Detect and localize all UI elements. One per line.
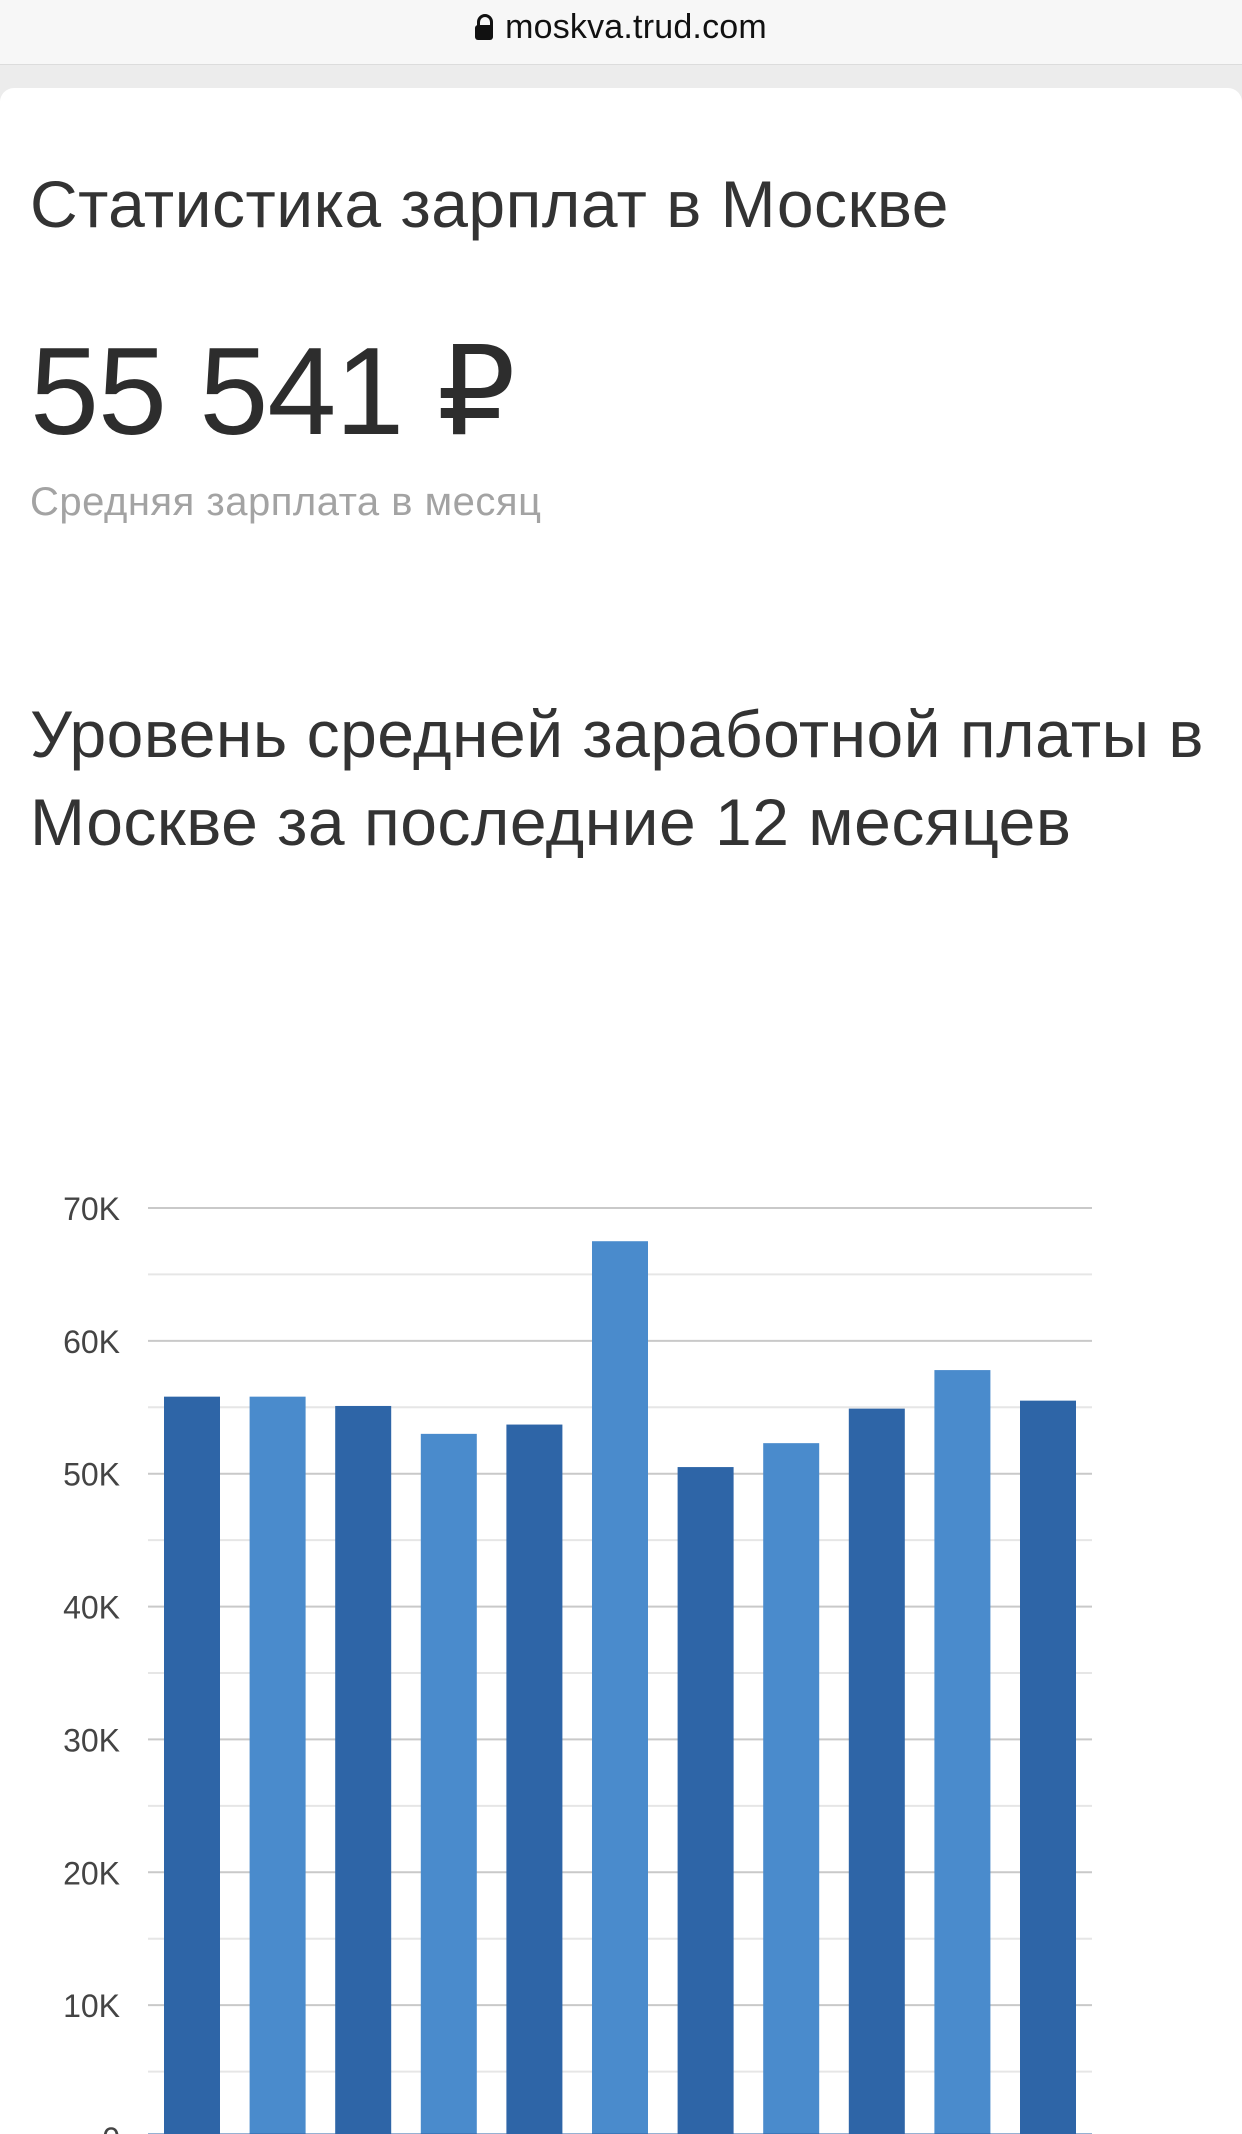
bar-11[interactable]: [1020, 1400, 1076, 2134]
browser-address-bar[interactable]: moskva.trud.com: [0, 0, 1242, 65]
average-salary-value: 55 541 ₽: [30, 323, 516, 461]
bar-6[interactable]: [592, 1241, 648, 2134]
page-title: Статистика зарплат в Москве: [30, 167, 949, 241]
y-tick-label-4: 40K: [63, 1590, 120, 1626]
bar-4[interactable]: [420, 1433, 477, 2134]
y-tick-label-0: 0: [102, 2121, 120, 2134]
bar-3[interactable]: [335, 1405, 392, 2134]
bar-10[interactable]: [934, 1370, 991, 2134]
bar-1[interactable]: [164, 1396, 220, 2134]
bar-7[interactable]: [677, 1467, 734, 2134]
y-tick-label-2: 20K: [63, 1855, 120, 1891]
y-tick-label-7: 70K: [63, 1191, 120, 1227]
bar-2[interactable]: [249, 1396, 306, 2134]
salary-chart: 0 10K 20K 30K 40K 50K 60K 70K: [0, 1100, 1242, 2134]
chart-section-title: Уровень средней заработной платы в Москв…: [30, 697, 1204, 859]
url-text[interactable]: moskva.trud.com: [505, 7, 767, 46]
average-salary-caption: Средняя зарплата в месяц: [30, 480, 542, 524]
bar-5[interactable]: [506, 1424, 563, 2134]
y-tick-label-1: 10K: [63, 1988, 120, 2024]
bar-9[interactable]: [848, 1408, 905, 2134]
y-tick-label-6: 60K: [63, 1324, 120, 1360]
lock-icon: [475, 14, 494, 40]
y-tick-label-3: 30K: [63, 1722, 120, 1758]
salary-bar-chart: 0 10K 20K 30K 40K 50K 60K 70K: [63, 1191, 1092, 2134]
y-tick-label-5: 50K: [63, 1457, 120, 1493]
bar-8[interactable]: [763, 1443, 820, 2134]
url-display[interactable]: moskva.trud.com: [475, 8, 767, 47]
